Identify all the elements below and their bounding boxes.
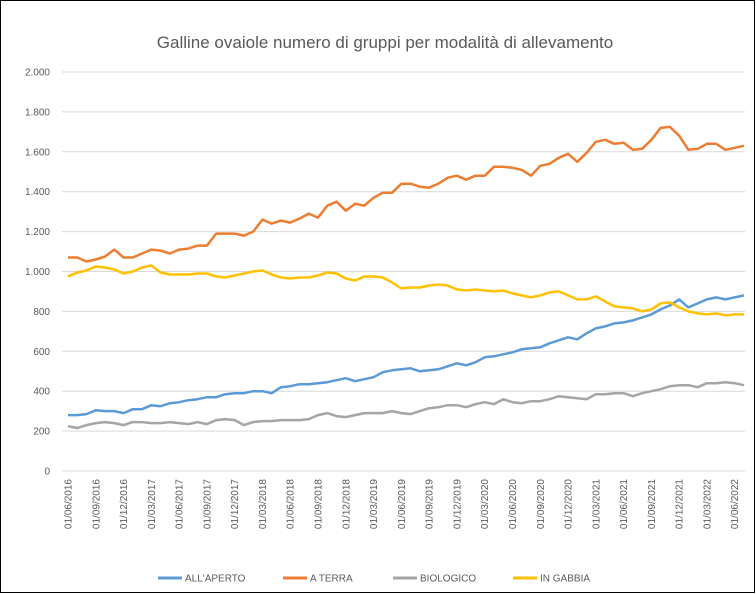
x-tick-label: 01/03/2020 xyxy=(480,479,491,529)
x-tick-label: 01/12/2017 xyxy=(230,479,241,529)
chart-title: Galline ovaiole numero di gruppi per mod… xyxy=(157,33,613,52)
x-tick-label: 01/03/2018 xyxy=(258,479,269,529)
x-tick-label: 01/06/2018 xyxy=(286,479,297,529)
x-tick-label: 01/09/2018 xyxy=(314,479,325,529)
x-tick-label: 01/12/2020 xyxy=(564,479,575,529)
data-line xyxy=(68,125,745,263)
y-tick-label: 1.400 xyxy=(25,187,50,198)
y-tick-label: 1.600 xyxy=(25,147,50,158)
y-tick-label: 200 xyxy=(33,427,50,438)
y-tick-label: 2.000 xyxy=(25,68,50,79)
x-tick-label: 01/12/2016 xyxy=(119,479,130,529)
y-tick-label: 1.200 xyxy=(25,227,50,238)
y-tick-label: 1.800 xyxy=(25,107,50,118)
legend-label: ALL'APERTO xyxy=(185,574,246,585)
x-tick-label: 01/03/2022 xyxy=(702,479,713,529)
x-tick-label: 01/12/2018 xyxy=(341,479,352,529)
data-line xyxy=(68,294,745,417)
x-tick-label: 01/09/2017 xyxy=(202,479,213,529)
y-tick-label: 0 xyxy=(44,467,50,478)
legend-label: IN GABBIA xyxy=(540,574,590,585)
x-tick-label: 01/12/2021 xyxy=(675,479,686,529)
y-tick-label: 1.000 xyxy=(25,267,50,278)
data-line xyxy=(67,380,745,430)
x-tick-label: 01/09/2016 xyxy=(91,479,102,529)
x-tick-label: 01/03/2021 xyxy=(591,479,602,529)
data-line xyxy=(67,264,744,317)
x-tick-label: 01/09/2019 xyxy=(425,479,436,529)
y-tick-label: 400 xyxy=(33,387,50,398)
x-tick-label: 01/03/2017 xyxy=(147,479,158,529)
x-tick-label: 01/06/2017 xyxy=(175,479,186,529)
x-tick-label: 01/12/2019 xyxy=(452,479,463,529)
y-tick-label: 800 xyxy=(33,307,50,318)
x-tick-label: 01/06/2022 xyxy=(730,479,741,529)
legend-label: BIOLOGICO xyxy=(420,574,476,585)
x-tick-label: 01/03/2019 xyxy=(369,479,380,529)
x-tick-label: 01/06/2021 xyxy=(619,479,630,529)
x-tick-label: 01/09/2021 xyxy=(647,479,658,529)
x-tick-label: 01/06/2016 xyxy=(64,479,75,529)
legend-label: A TERRA xyxy=(310,574,353,585)
y-tick-label: 600 xyxy=(33,347,50,358)
x-tick-label: 01/06/2019 xyxy=(397,479,408,529)
x-tick-label: 01/06/2020 xyxy=(508,479,519,529)
x-tick-label: 01/09/2020 xyxy=(536,479,547,529)
